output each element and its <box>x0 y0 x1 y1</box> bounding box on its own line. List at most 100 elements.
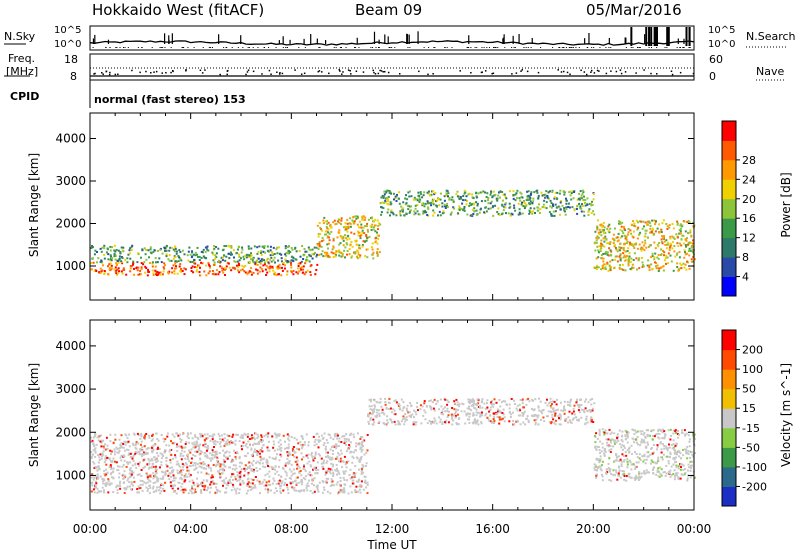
heat-cell <box>309 489 312 492</box>
heat-cell <box>444 421 446 424</box>
heat-cell <box>129 270 132 273</box>
heat-cell <box>427 192 430 195</box>
heat-cell <box>289 260 292 263</box>
heat-cell <box>278 479 281 482</box>
heat-cell <box>690 258 693 261</box>
heat-cell <box>527 397 530 400</box>
heat-cell <box>271 267 274 269</box>
heat-cell <box>554 203 557 206</box>
heat-cell <box>288 468 291 471</box>
nave-point <box>418 70 420 73</box>
heat-cell <box>112 457 115 460</box>
heat-cell <box>463 207 466 210</box>
heat-cell <box>622 249 625 251</box>
heat-cell <box>252 486 255 489</box>
heat-cell <box>132 444 135 447</box>
heat-cell <box>358 220 361 223</box>
heat-cell <box>268 470 271 473</box>
heat-cell <box>659 266 662 269</box>
heat-cell <box>606 262 609 265</box>
heat-cell <box>426 191 429 194</box>
heat-cell <box>288 453 291 456</box>
heat-cell <box>92 436 95 439</box>
heat-cell <box>374 241 377 244</box>
heat-cell <box>182 466 184 469</box>
heat-cell <box>600 247 603 250</box>
heat-cell <box>354 472 357 475</box>
nsearch-tick-bottom: 10^0 <box>708 39 736 50</box>
heat-cell <box>191 485 193 488</box>
heat-cell <box>284 447 286 450</box>
heat-cell <box>224 451 227 454</box>
heat-cell <box>576 198 579 201</box>
heat-cell <box>336 437 339 440</box>
colorbar-segment <box>722 218 736 239</box>
heat-cell <box>259 440 262 443</box>
heat-cell <box>330 446 333 448</box>
heat-cell <box>583 201 586 204</box>
heat-cell <box>660 468 663 471</box>
heat-cell <box>354 239 357 242</box>
heat-cell <box>650 263 653 266</box>
heat-cell <box>338 460 340 463</box>
heat-cell <box>181 488 184 491</box>
heat-cell <box>174 454 177 457</box>
heat-cell <box>558 413 561 416</box>
heat-cell <box>189 474 192 477</box>
heat-cell <box>433 409 436 412</box>
heat-cell <box>458 403 461 406</box>
heat-cell <box>416 405 419 408</box>
heat-cell <box>690 234 693 237</box>
nave-point <box>511 73 513 75</box>
heat-cell <box>312 457 314 460</box>
nsearch-point <box>116 47 118 48</box>
heat-cell <box>341 489 344 491</box>
heat-cell <box>264 251 267 254</box>
heat-cell <box>326 441 329 444</box>
heat-cell <box>207 272 210 275</box>
heat-cell <box>472 402 475 405</box>
heat-cell <box>654 265 657 268</box>
heat-cell <box>643 472 646 475</box>
heat-cell <box>105 484 107 487</box>
heat-cell <box>187 437 190 440</box>
heat-cell <box>99 261 102 263</box>
heat-cell <box>528 198 531 201</box>
heat-cell <box>665 472 668 475</box>
heat-cell <box>336 473 338 476</box>
heat-cell <box>680 457 683 460</box>
heat-cell <box>668 226 671 229</box>
heat-cell <box>189 253 192 256</box>
heat-cell <box>346 479 349 482</box>
heat-cell <box>362 445 364 448</box>
heat-cell <box>401 409 404 412</box>
heat-cell <box>656 469 659 472</box>
heat-cell <box>161 453 164 456</box>
heat-cell <box>170 454 173 456</box>
heat-cell <box>207 262 210 265</box>
heat-cell <box>232 479 234 481</box>
heat-cell <box>149 486 152 489</box>
heat-cell <box>274 456 277 459</box>
heat-cell <box>178 445 180 448</box>
heat-cell <box>237 262 240 265</box>
heat-cell <box>342 235 345 238</box>
heat-cell <box>433 211 436 214</box>
heat-cell <box>169 467 172 470</box>
heat-cell <box>454 414 457 417</box>
heat-cell <box>408 411 411 414</box>
heat-cell <box>573 209 576 212</box>
heat-cell <box>597 256 600 259</box>
nsearch-point <box>481 47 483 48</box>
heat-cell <box>160 457 163 460</box>
heat-cell <box>604 447 606 450</box>
heat-cell <box>177 462 180 465</box>
heat-cell <box>225 450 228 453</box>
heat-cell <box>138 451 141 454</box>
nsearch-point <box>211 47 213 48</box>
heat-cell <box>690 245 693 248</box>
heat-cell <box>193 441 196 444</box>
heat-cell <box>552 418 555 421</box>
heat-cell <box>268 270 271 273</box>
heat-cell <box>337 440 340 443</box>
